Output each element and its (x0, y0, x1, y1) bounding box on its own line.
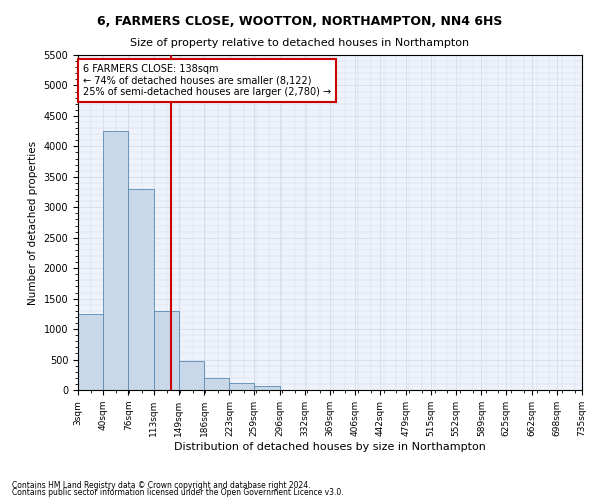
Bar (78, 314, 103, 390)
Text: Contains HM Land Registry data © Crown copyright and database right 2024.: Contains HM Land Registry data © Crown c… (12, 480, 311, 490)
Text: 6 FARMERS CLOSE: 138sqm
← 74% of detached houses are smaller (8,122)
25% of semi: 6 FARMERS CLOSE: 138sqm ← 74% of detache… (83, 64, 331, 98)
Bar (128, 189, 154, 390)
Y-axis label: Number of detached properties: Number of detached properties (28, 140, 38, 304)
Bar (229, 384, 254, 390)
Bar (204, 378, 229, 390)
Text: Contains public sector information licensed under the Open Government Licence v3: Contains public sector information licen… (12, 488, 344, 497)
Bar (254, 386, 280, 390)
Text: Size of property relative to detached houses in Northampton: Size of property relative to detached ho… (130, 38, 470, 48)
Bar (154, 311, 179, 390)
Bar (179, 361, 204, 390)
Bar (103, 131, 128, 390)
Text: 6, FARMERS CLOSE, WOOTTON, NORTHAMPTON, NN4 6HS: 6, FARMERS CLOSE, WOOTTON, NORTHAMPTON, … (97, 15, 503, 28)
X-axis label: Distribution of detached houses by size in Northampton: Distribution of detached houses by size … (174, 442, 486, 452)
